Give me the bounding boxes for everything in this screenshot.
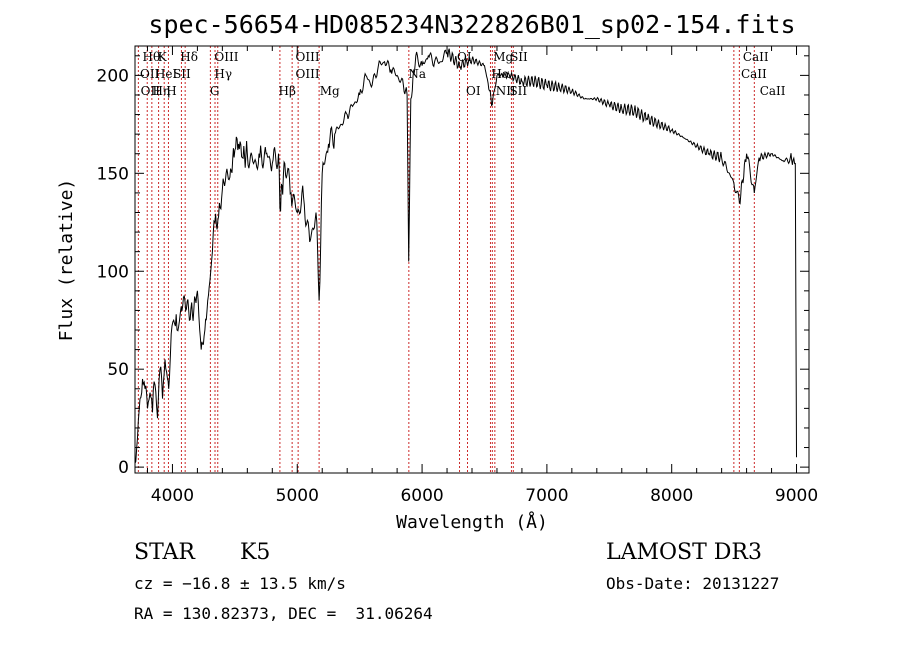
x-tick-label: 5000: [276, 486, 319, 506]
object-class: STAR: [134, 540, 195, 565]
spectral-line-label: OII: [141, 84, 161, 98]
spectral-line-label: Hγ: [214, 67, 232, 81]
x-tick-label: 8000: [650, 486, 693, 506]
spectral-line-label: OIII: [296, 50, 320, 64]
spectral-line-label: Hη: [152, 84, 170, 98]
spectral-line-label: Hβ: [279, 84, 296, 98]
spectral-line-label: OIII: [296, 67, 320, 81]
y-tick-label: 50: [107, 360, 129, 380]
spectral-line-label: SII: [509, 84, 527, 98]
spectral-line-label: Mg: [493, 50, 513, 64]
x-tick-label: 4000: [151, 486, 194, 506]
spectral-line-label: CaII: [743, 50, 769, 64]
x-tick-label: 6000: [400, 486, 443, 506]
spectral-line-label: HeI: [155, 67, 178, 81]
redshift-readout: cz = −16.8 ± 13.5 km/s: [134, 574, 346, 593]
y-axis-label: Flux (relative): [56, 179, 77, 342]
x-tick-label: 9000: [775, 486, 818, 506]
spectral-line-label: G: [210, 84, 220, 98]
spectral-line-label: CaII: [760, 84, 786, 98]
x-tick-label: 7000: [525, 486, 568, 506]
spectral-line-label: OI: [457, 50, 472, 64]
spectral-line-label: Na: [408, 67, 426, 81]
y-axis: 0 50 100 150 200: [97, 55, 809, 478]
spectral-line-label: NII: [496, 84, 516, 98]
spectral-line-label: K: [158, 50, 168, 64]
spectral-line-label: Hθ: [142, 50, 160, 64]
plot-frame: [134, 45, 810, 474]
spectral-line-label: SII: [173, 67, 191, 81]
y-tick-label: 0: [118, 458, 129, 478]
spectral-line-markers: [137, 46, 755, 473]
spectrum-curve: [134, 48, 797, 464]
spectral-line-label: OI: [466, 84, 481, 98]
spectral-line-label: OII: [140, 67, 160, 81]
coordinates-readout: RA = 130.82373, DEC = 31.06264: [134, 604, 433, 623]
observation-date: Obs-Date: 20131227: [606, 574, 780, 593]
y-tick-label: 150: [97, 164, 129, 184]
x-axis-label: Wavelength (Å): [396, 511, 548, 533]
chart-title: spec-56654-HD085234N322826B01_sp02-154.f…: [148, 10, 795, 39]
survey-release: LAMOST DR3: [606, 540, 762, 565]
y-tick-label: 200: [97, 66, 129, 86]
object-subclass: K5: [240, 540, 271, 565]
spectral-line-label: Mg: [320, 84, 340, 98]
spectral-line-label: SII: [510, 50, 528, 64]
spectral-line-label: Hα: [491, 67, 510, 81]
spectral-line-label: CaII: [741, 67, 767, 81]
y-tick-label: 100: [97, 262, 129, 282]
spectral-line-label: OIII: [214, 50, 238, 64]
x-axis: 4000 5000 6000 7000 8000 9000: [146, 46, 818, 506]
spectral-line-label: Hδ: [180, 50, 198, 64]
spectral-line-label: H: [166, 84, 176, 98]
